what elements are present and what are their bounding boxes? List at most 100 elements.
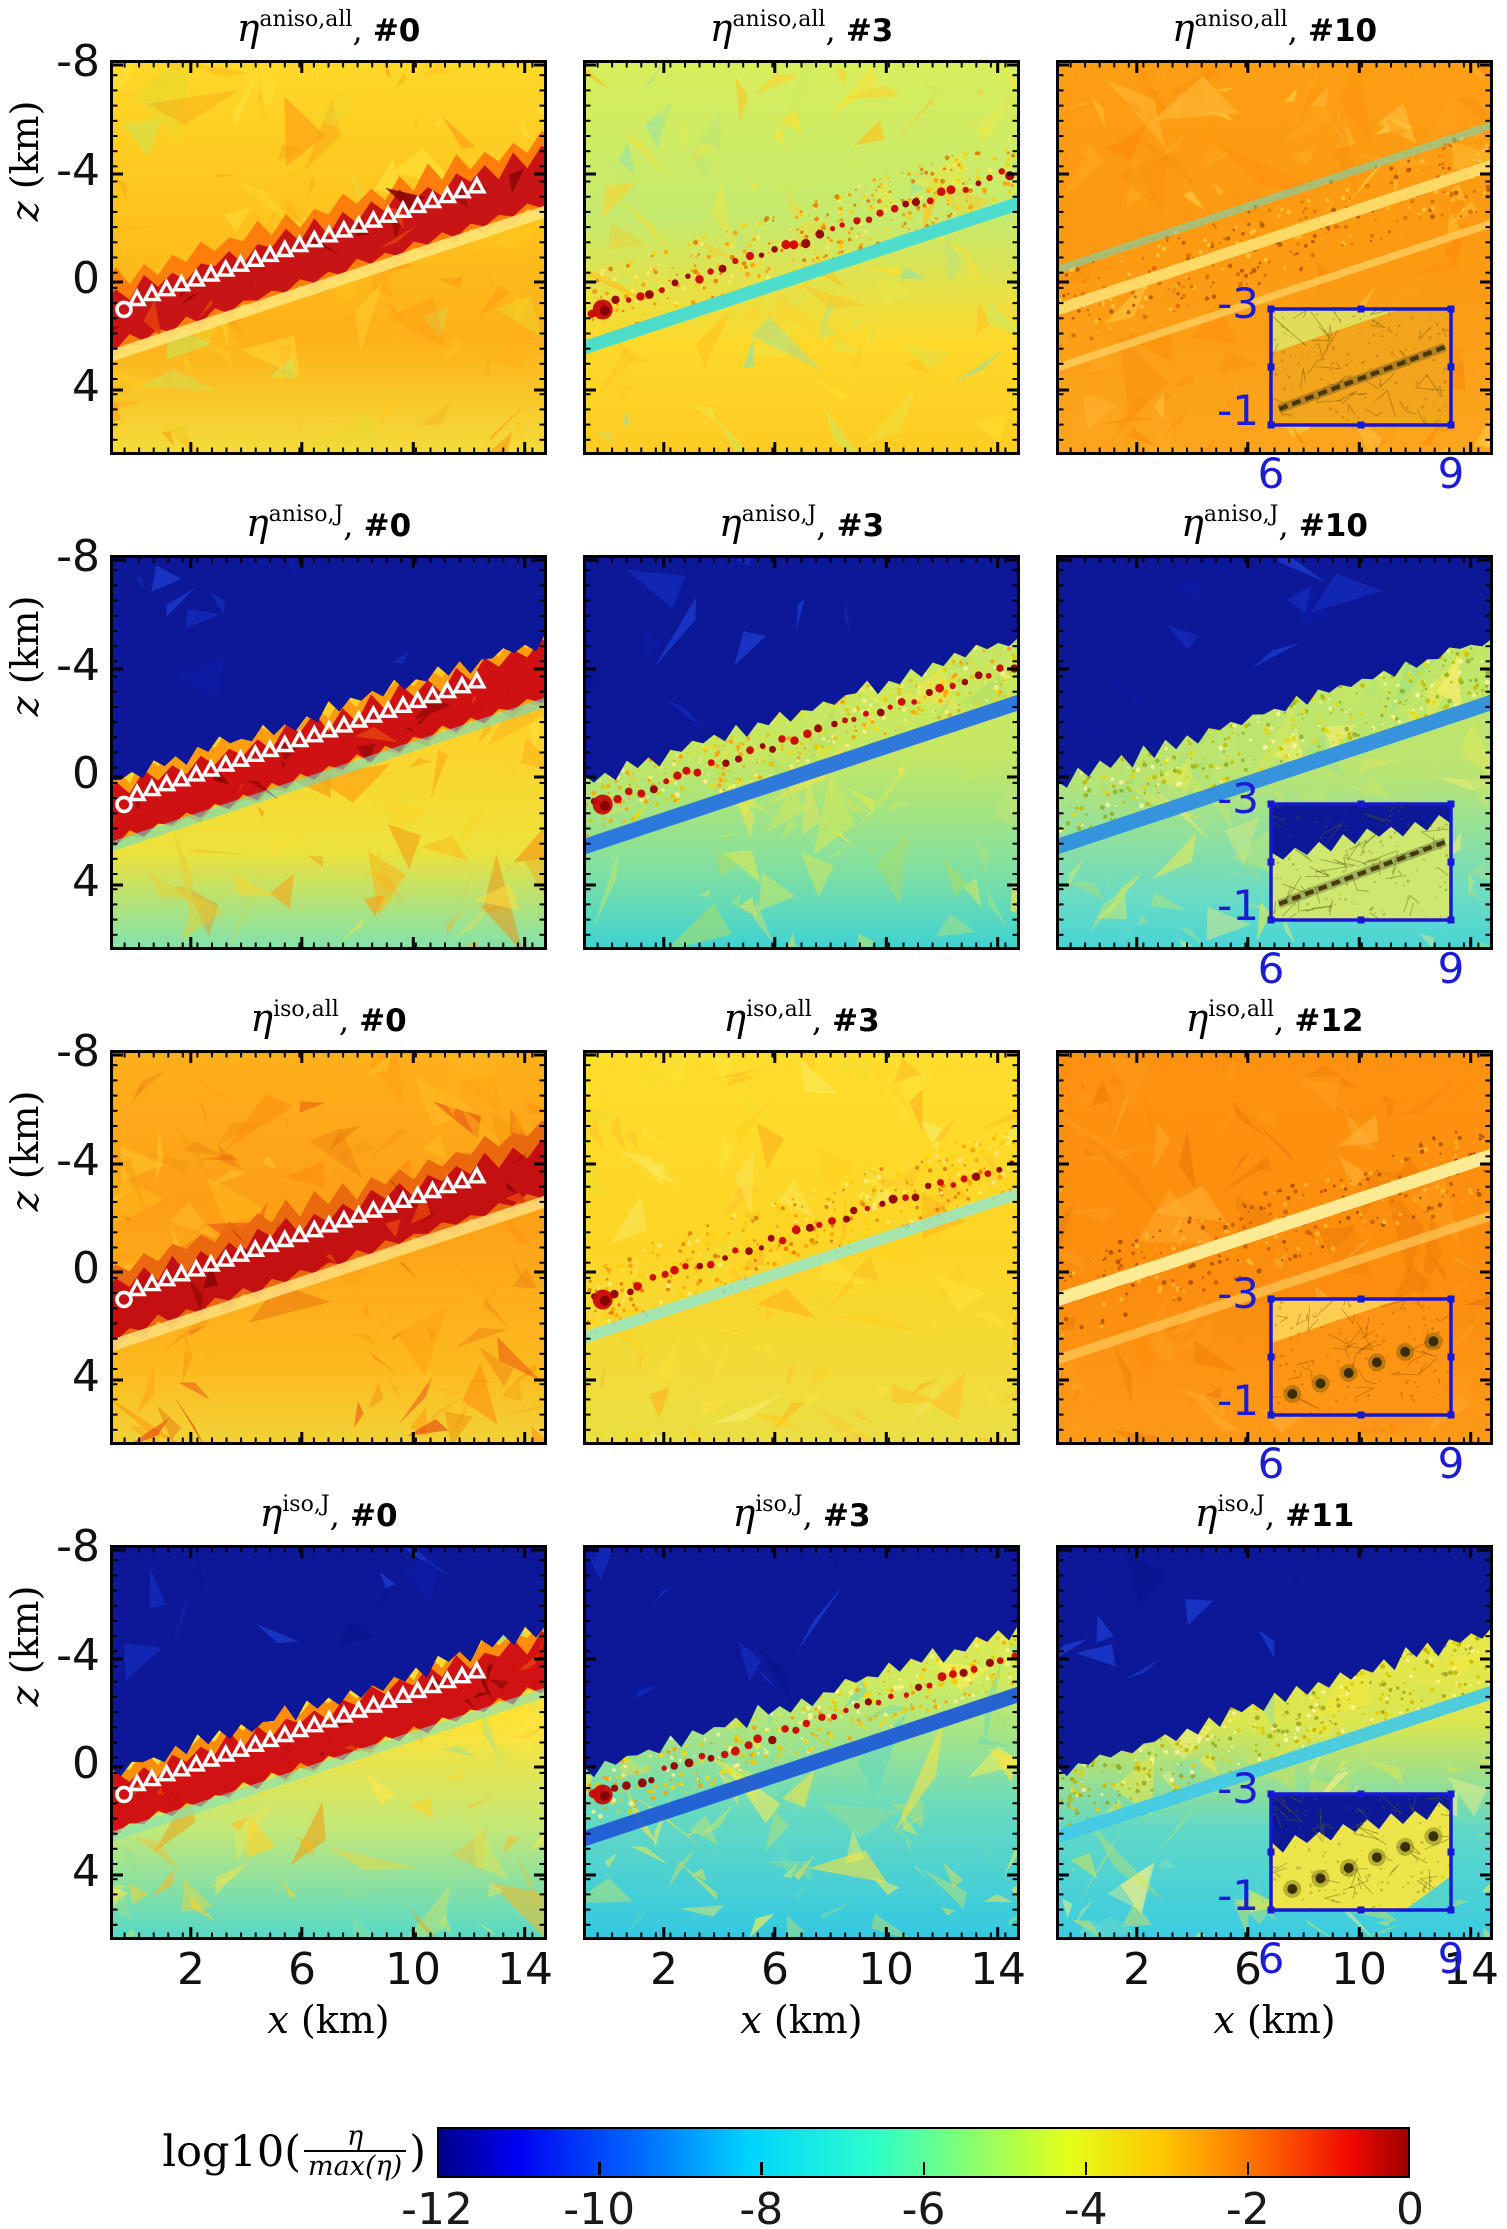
heatmap-svg xyxy=(583,1545,1020,1940)
heatmap-svg xyxy=(110,555,547,950)
z-tick-label: 0 xyxy=(72,253,100,304)
inset-z-tick-label: -1 xyxy=(1217,881,1259,930)
x-tick-label: 14 xyxy=(1443,1944,1499,1995)
heatmap-svg xyxy=(110,1545,547,1940)
x-tick-label: 14 xyxy=(497,1944,553,1995)
title-iteration: #10 xyxy=(1308,13,1378,49)
panel-r1c1 xyxy=(110,60,547,455)
x-tick-label: 2 xyxy=(1123,1944,1151,1995)
title-separator: , xyxy=(352,11,373,49)
panel-title-r2c3: ηaniso,J, #10 xyxy=(1056,501,1493,551)
colorbar-label-suffix: ) xyxy=(409,2127,426,2177)
z-axis-unit: (km) xyxy=(3,100,47,201)
colorbar-tick xyxy=(760,2162,763,2175)
z-axis-label: z (km) xyxy=(3,1546,53,1746)
heatmap-svg xyxy=(1056,60,1493,455)
z-axis-unit: (km) xyxy=(3,595,47,696)
title-separator: , xyxy=(338,1001,360,1039)
title-eta-symbol: η xyxy=(1185,996,1209,1040)
title-iteration: #0 xyxy=(349,1498,398,1534)
z-tick-label: 4 xyxy=(72,856,100,907)
heatmap-svg xyxy=(583,555,1020,950)
title-eta-symbol: η xyxy=(723,996,747,1040)
panel-r2c3 xyxy=(1056,555,1493,950)
title-separator: , xyxy=(343,506,364,544)
x-tick-label: 2 xyxy=(177,1944,205,1995)
panel-title-r1c1: ηaniso,all, #0 xyxy=(110,6,547,56)
title-iteration: #3 xyxy=(845,13,894,49)
x-tick-label: 10 xyxy=(385,1944,441,1995)
x-axis-label: x (km) xyxy=(1175,1998,1375,2042)
title-eta-symbol: η xyxy=(245,501,269,545)
z-axis-unit: (km) xyxy=(3,1090,47,1191)
z-axis-label: z (km) xyxy=(3,556,53,756)
inset-x-tick-label: 9 xyxy=(1437,944,1465,993)
colorbar-tick xyxy=(1084,2162,1088,2175)
z-axis-label: z (km) xyxy=(3,61,53,261)
panel-title-r1c2: ηaniso,all, #3 xyxy=(583,6,1020,56)
panel-title-r3c1: ηiso,all, #0 xyxy=(110,996,547,1046)
inset-x-tick-label: 6 xyxy=(1257,1934,1285,1983)
z-tick-label: 4 xyxy=(72,361,100,412)
z-axis-label: z (km) xyxy=(3,1051,53,1251)
panel-title-r3c2: ηiso,all, #3 xyxy=(583,996,1020,1046)
title-separator: , xyxy=(816,506,837,544)
panel-r4c2 xyxy=(583,1545,1020,1940)
x-axis-unit: (km) xyxy=(1234,1998,1336,2042)
panel-r2c2 xyxy=(583,555,1020,950)
heatmap-svg xyxy=(110,1050,547,1445)
colorbar-tick xyxy=(1246,2162,1250,2175)
x-tick-label: 14 xyxy=(970,1944,1026,1995)
title-iteration: #3 xyxy=(832,1003,880,1039)
title-superscript: aniso,J xyxy=(741,502,817,527)
colorbar-tick-label: -8 xyxy=(739,2184,784,2229)
title-superscript: iso,J xyxy=(1217,1492,1265,1517)
x-axis-unit: (km) xyxy=(288,1998,390,2042)
title-superscript: iso,all xyxy=(746,997,812,1022)
x-tick-label: 2 xyxy=(650,1944,678,1995)
x-axis-unit: (km) xyxy=(761,1998,863,2042)
title-separator: , xyxy=(825,11,846,49)
x-axis-variable: x xyxy=(1213,1998,1235,2042)
inset-z-tick-label: -3 xyxy=(1217,774,1259,823)
z-axis-unit: (km) xyxy=(3,1585,47,1686)
title-superscript: aniso,all xyxy=(732,7,826,32)
heatmap-svg xyxy=(1056,555,1493,950)
title-separator: , xyxy=(1278,506,1299,544)
colorbar-tick-label: -6 xyxy=(901,2184,946,2229)
z-tick-label: -8 xyxy=(56,1521,100,1572)
eta-fraction-denominator: max(η) xyxy=(304,2149,407,2182)
title-superscript: iso,all xyxy=(1208,997,1275,1022)
panel-r1c2 xyxy=(583,60,1020,455)
inset-x-tick-label: 6 xyxy=(1257,1439,1285,1488)
title-eta-symbol: η xyxy=(250,996,274,1040)
z-axis-variable: z xyxy=(3,200,47,221)
inset-z-tick-label: -1 xyxy=(1217,386,1259,435)
title-superscript: aniso,J xyxy=(1203,502,1279,527)
title-eta-symbol: η xyxy=(259,1491,283,1535)
z-axis-variable: z xyxy=(3,1685,47,1706)
title-separator: , xyxy=(1287,11,1309,49)
panel-r3c2 xyxy=(583,1050,1020,1445)
z-tick-label: -4 xyxy=(56,145,100,196)
title-separator: , xyxy=(1264,1496,1286,1534)
title-eta-symbol: η xyxy=(718,501,742,545)
panel-title-r3c3: ηiso,all, #12 xyxy=(1056,996,1493,1046)
colorbar-label: log10(η max(η)) xyxy=(96,2104,426,2200)
title-iteration: #12 xyxy=(1294,1003,1364,1039)
x-axis-label: x (km) xyxy=(702,1998,902,2042)
title-separator: , xyxy=(329,1496,350,1534)
title-eta-symbol: η xyxy=(236,6,260,50)
title-separator: , xyxy=(811,1001,833,1039)
inset-x-tick-label: 6 xyxy=(1257,944,1285,993)
inset-z-tick-label: -3 xyxy=(1217,1764,1259,1813)
z-tick-label: 0 xyxy=(72,748,100,799)
x-tick-label: 6 xyxy=(288,1944,316,1995)
title-iteration: #0 xyxy=(372,13,421,49)
x-tick-label: 10 xyxy=(858,1944,914,1995)
title-iteration: #3 xyxy=(836,508,885,544)
title-superscript: iso,J xyxy=(282,1492,330,1517)
heatmap-svg xyxy=(583,60,1020,455)
z-axis-variable: z xyxy=(3,695,47,716)
